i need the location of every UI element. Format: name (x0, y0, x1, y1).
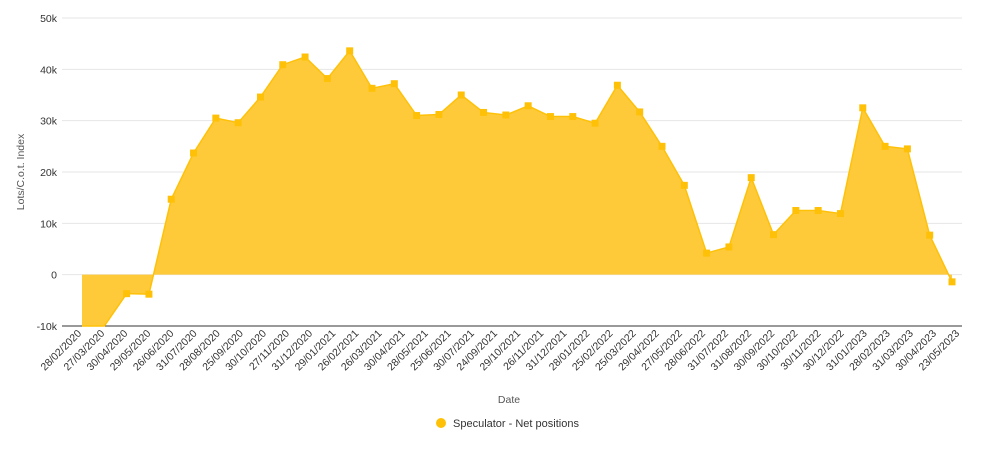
data-point (212, 114, 220, 122)
data-point (279, 61, 287, 69)
data-point (926, 231, 934, 239)
y-tick-label: 40k (40, 64, 58, 76)
y-tick-label: 50k (40, 13, 58, 25)
data-point (256, 93, 264, 101)
data-point (770, 231, 778, 239)
y-axis-ticks: -10k 0 10k 20k 30k 40k 50k (37, 13, 58, 333)
legend[interactable]: Speculator - Net positions (436, 418, 579, 430)
data-point (346, 47, 354, 55)
x-axis-ticks: 28/02/202027/03/202030/04/202029/05/2020… (38, 328, 962, 374)
data-point (636, 108, 644, 116)
y-tick-label: 0 (51, 270, 57, 282)
data-point (792, 207, 800, 214)
area-fill (82, 50, 952, 326)
data-point (390, 80, 398, 88)
data-point (680, 181, 688, 189)
data-point (814, 207, 822, 214)
data-point (725, 243, 733, 251)
y-tick-label: 10k (40, 218, 58, 230)
data-point (881, 142, 889, 150)
data-point (145, 290, 153, 298)
x-axis-title: Date (498, 394, 520, 406)
data-point (301, 53, 309, 61)
data-point (703, 249, 711, 257)
data-point (413, 112, 421, 120)
y-tick-label: -10k (37, 321, 58, 333)
data-point (569, 113, 577, 121)
legend-marker (436, 418, 446, 428)
data-point (859, 104, 867, 112)
data-point (323, 75, 331, 83)
series-line (82, 49, 953, 327)
data-point (457, 91, 465, 99)
data-point (591, 119, 599, 127)
data-point (613, 81, 621, 89)
data-point (903, 145, 911, 153)
y-tick-label: 20k (40, 167, 58, 179)
data-point (524, 102, 532, 110)
series-area (82, 49, 953, 327)
data-point (368, 84, 376, 92)
data-point (167, 195, 175, 203)
data-point (234, 119, 242, 127)
data-point (836, 210, 844, 218)
data-point (502, 111, 510, 119)
legend-label: Speculator - Net positions (453, 418, 579, 430)
data-point (123, 290, 131, 298)
data-point (747, 174, 755, 182)
data-point (190, 149, 198, 157)
y-axis-title: Lots/C.o.t. Index (15, 133, 27, 210)
data-point (546, 113, 554, 121)
data-point (435, 111, 443, 119)
data-point (948, 278, 956, 286)
series-markers (123, 47, 956, 298)
data-point (480, 108, 488, 116)
y-tick-label: 30k (40, 116, 58, 128)
data-point (658, 142, 666, 150)
